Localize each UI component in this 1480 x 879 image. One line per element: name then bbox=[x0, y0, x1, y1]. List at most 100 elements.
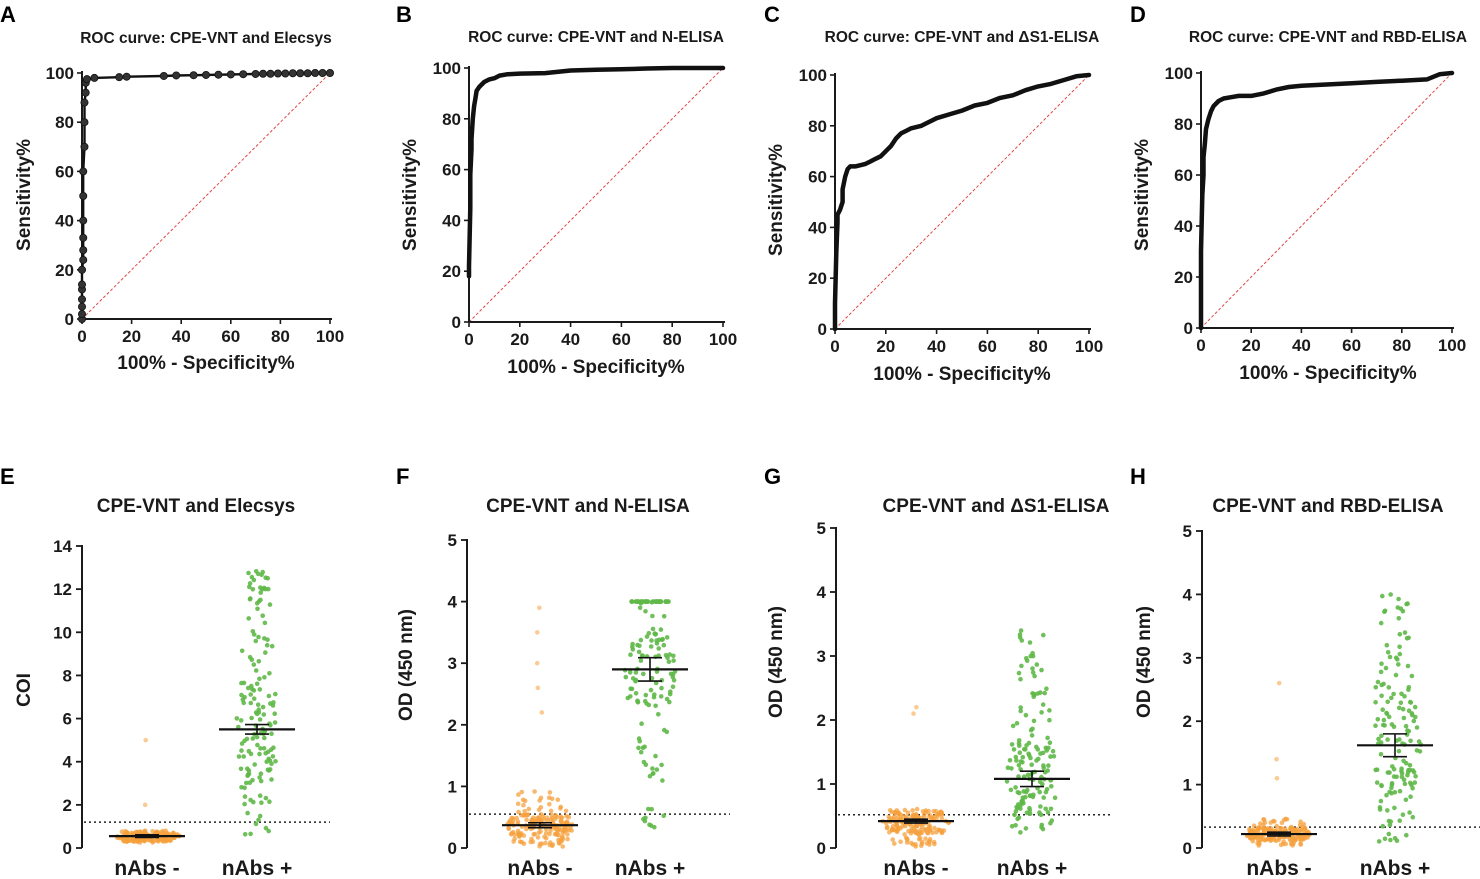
data-point bbox=[919, 825, 925, 830]
data-point bbox=[250, 629, 256, 634]
data-point bbox=[559, 835, 565, 841]
data-point bbox=[138, 830, 144, 835]
roc-point bbox=[266, 69, 275, 78]
data-point bbox=[633, 599, 638, 604]
data-point bbox=[913, 830, 919, 836]
roc-point bbox=[78, 280, 87, 289]
roc-point bbox=[201, 70, 210, 79]
data-point bbox=[1004, 779, 1010, 784]
data-point bbox=[131, 838, 137, 844]
data-point bbox=[937, 811, 942, 817]
data-point bbox=[1385, 699, 1390, 705]
data-point bbox=[269, 777, 274, 782]
data-point bbox=[1261, 825, 1267, 831]
nabs-positive-points bbox=[622, 599, 678, 830]
data-point bbox=[1018, 628, 1024, 633]
data-point bbox=[659, 762, 664, 768]
data-point bbox=[1022, 747, 1027, 752]
data-point bbox=[1048, 754, 1053, 759]
data-point bbox=[1048, 806, 1054, 812]
data-point bbox=[635, 642, 640, 648]
data-point bbox=[1008, 787, 1014, 793]
data-point bbox=[1381, 722, 1386, 728]
x-axis-label-b: 100% - Specificity% bbox=[507, 357, 685, 378]
x-axis-label-c: 100% - Specificity% bbox=[873, 364, 1051, 385]
data-point bbox=[563, 808, 569, 814]
nabs-negative-points bbox=[1244, 680, 1312, 848]
data-point bbox=[1049, 784, 1054, 789]
data-point bbox=[537, 798, 542, 803]
reference-diagonal bbox=[468, 67, 724, 323]
data-point bbox=[261, 712, 267, 717]
data-point bbox=[521, 802, 526, 808]
data-point bbox=[1378, 752, 1384, 757]
data-point bbox=[1024, 656, 1029, 661]
data-point bbox=[1034, 744, 1039, 750]
panel-letter-g: G bbox=[764, 464, 781, 489]
y-tick-label: 4 bbox=[448, 593, 458, 612]
data-point bbox=[1027, 640, 1033, 645]
y-tick-label: 1 bbox=[817, 775, 826, 794]
data-point bbox=[939, 828, 944, 833]
data-point bbox=[1282, 826, 1288, 831]
data-point bbox=[257, 751, 262, 757]
data-point bbox=[1409, 782, 1414, 788]
data-point bbox=[1411, 718, 1417, 724]
data-point bbox=[892, 827, 898, 833]
data-point bbox=[905, 810, 911, 815]
data-point bbox=[648, 823, 654, 828]
data-point bbox=[1396, 748, 1402, 754]
roc-point bbox=[159, 71, 168, 80]
data-point bbox=[1040, 750, 1046, 756]
data-point bbox=[890, 824, 896, 829]
data-point bbox=[638, 599, 644, 604]
data-point bbox=[642, 698, 648, 704]
data-point bbox=[258, 590, 264, 595]
data-point bbox=[1404, 832, 1409, 838]
data-point bbox=[1397, 644, 1402, 650]
data-point bbox=[1042, 690, 1047, 696]
data-point bbox=[248, 700, 254, 706]
data-point bbox=[255, 606, 260, 612]
data-point bbox=[238, 718, 244, 723]
dot-title-g: CPE-VNT and ΔS1-ELISA bbox=[883, 496, 1110, 517]
data-point bbox=[1041, 632, 1046, 638]
data-point bbox=[1016, 738, 1022, 743]
data-point bbox=[1029, 762, 1034, 767]
y-tick-label: 2 bbox=[817, 711, 826, 730]
data-point bbox=[540, 814, 546, 820]
data-point bbox=[656, 712, 661, 717]
data-point bbox=[1024, 810, 1030, 816]
data-point bbox=[1039, 822, 1045, 828]
data-point bbox=[667, 691, 673, 697]
y-tick-label: 40 bbox=[55, 212, 74, 231]
data-point bbox=[515, 828, 521, 834]
data-point bbox=[1277, 835, 1282, 841]
data-point bbox=[1412, 704, 1418, 710]
data-point bbox=[1019, 663, 1024, 669]
category-label: nAbs - bbox=[1246, 857, 1311, 879]
roc-point bbox=[311, 69, 320, 78]
data-point bbox=[660, 636, 665, 642]
roc-plot-d: 0 20 40 60 80 100 0 20 40 60 80 100 bbox=[1165, 64, 1467, 355]
data-point bbox=[1411, 769, 1417, 775]
data-point bbox=[633, 670, 639, 675]
data-point bbox=[1038, 812, 1044, 818]
y-tick-label: 4 bbox=[817, 583, 827, 602]
outlier-point bbox=[535, 685, 541, 691]
data-point bbox=[1391, 691, 1396, 697]
data-point bbox=[1028, 793, 1033, 798]
y-axis-label-f: OD (450 nm) bbox=[396, 609, 417, 721]
panel-letter-a: A bbox=[0, 2, 16, 27]
data-point bbox=[1394, 838, 1400, 843]
data-point bbox=[646, 631, 652, 636]
data-point bbox=[1019, 800, 1025, 806]
data-point bbox=[914, 823, 920, 828]
nabs-negative-points bbox=[115, 737, 182, 845]
data-point bbox=[1402, 694, 1407, 699]
data-point bbox=[902, 807, 908, 813]
data-point bbox=[1394, 774, 1399, 780]
data-point bbox=[156, 839, 161, 844]
outlier-point bbox=[537, 605, 542, 611]
data-point bbox=[914, 806, 920, 812]
